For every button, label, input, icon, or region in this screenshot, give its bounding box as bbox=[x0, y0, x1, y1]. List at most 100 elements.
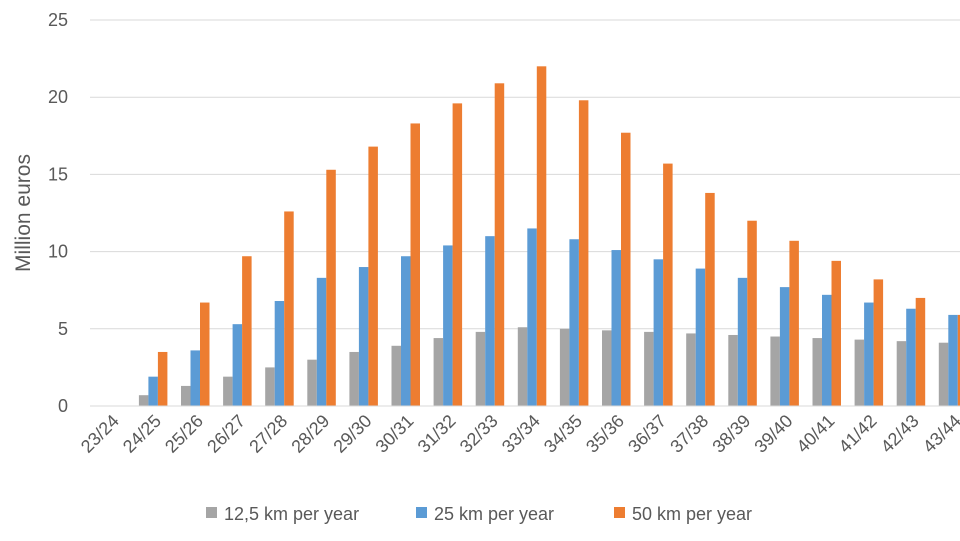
gridlines bbox=[90, 19, 960, 330]
legend-swatch bbox=[206, 507, 217, 518]
y-tick-label: 20 bbox=[48, 87, 68, 107]
bar-series-2 bbox=[695, 268, 706, 406]
y-axis-tick-labels: 0 5 10 15 20 25 bbox=[48, 10, 68, 416]
bar-series-1 bbox=[223, 376, 233, 406]
bar-series-2 bbox=[948, 314, 958, 406]
bar-series-3 bbox=[368, 146, 378, 406]
bar-series-3 bbox=[705, 192, 715, 406]
x-tick-label: 36/37 bbox=[624, 411, 670, 457]
x-tick-label: 35/36 bbox=[582, 411, 628, 457]
x-axis-tick-labels: 23/2424/2525/2626/2727/2828/2929/3030/31… bbox=[77, 411, 960, 457]
bar-series-3 bbox=[663, 163, 673, 406]
bar-series-3 bbox=[578, 100, 589, 407]
x-tick-label: 41/42 bbox=[835, 411, 881, 457]
y-axis-title: Million euros bbox=[12, 154, 35, 272]
bar-series-1 bbox=[559, 328, 570, 406]
bar-series-2 bbox=[611, 250, 621, 406]
bar-series-1 bbox=[433, 338, 444, 406]
bar-series-1 bbox=[602, 330, 612, 406]
bar-series-2 bbox=[527, 228, 537, 406]
bar-series-3 bbox=[831, 260, 841, 406]
x-tick-label: 28/29 bbox=[287, 411, 333, 457]
x-tick-label: 32/33 bbox=[456, 411, 502, 457]
x-tick-label: 30/31 bbox=[372, 411, 418, 457]
bar-series-2 bbox=[737, 277, 748, 406]
bar-series-1 bbox=[307, 359, 317, 406]
bar-series-2 bbox=[822, 294, 832, 406]
bar-series-3 bbox=[242, 256, 252, 406]
legend-label: 12,5 km per year bbox=[224, 504, 359, 524]
x-tick-label: 27/28 bbox=[245, 411, 291, 457]
bar-series-1 bbox=[896, 341, 907, 406]
y-tick-label: 25 bbox=[48, 10, 68, 30]
bar-series-1 bbox=[349, 351, 359, 406]
bar-series-2 bbox=[358, 267, 369, 406]
x-tick-label: 31/32 bbox=[414, 411, 460, 457]
bar-series-3 bbox=[200, 302, 210, 406]
bar-series-1 bbox=[686, 333, 696, 406]
bar-series-2 bbox=[779, 287, 790, 406]
y-tick-label: 5 bbox=[58, 319, 68, 339]
legend-label: 50 km per year bbox=[632, 504, 752, 524]
bar-series-2 bbox=[190, 350, 200, 406]
bar-series-2 bbox=[232, 324, 243, 406]
bar-series-3 bbox=[915, 297, 926, 406]
bar-series-3 bbox=[326, 169, 336, 406]
bar-series-2 bbox=[274, 301, 285, 406]
bar-series-2 bbox=[148, 376, 158, 406]
legend-swatch bbox=[614, 507, 625, 518]
x-tick-label: 24/25 bbox=[119, 411, 165, 457]
bar-series-2 bbox=[864, 302, 874, 406]
bar-series-3 bbox=[957, 314, 960, 406]
bar-series-1 bbox=[265, 367, 275, 406]
bar-series-2 bbox=[485, 236, 495, 406]
bars bbox=[138, 66, 960, 407]
bar-series-2 bbox=[443, 245, 453, 406]
bar-series-1 bbox=[644, 331, 654, 406]
x-tick-label: 26/27 bbox=[203, 411, 249, 457]
bar-series-3 bbox=[621, 132, 631, 406]
bar-series-1 bbox=[391, 345, 401, 406]
bar-series-1 bbox=[475, 331, 486, 406]
y-tick-label: 15 bbox=[48, 164, 68, 184]
bar-series-2 bbox=[569, 239, 579, 406]
y-tick-label: 10 bbox=[48, 242, 68, 262]
bar-series-3 bbox=[284, 211, 294, 406]
bar-series-3 bbox=[789, 240, 799, 406]
y-tick-label: 0 bbox=[58, 396, 68, 416]
bar-series-1 bbox=[517, 327, 528, 406]
x-tick-label: 40/41 bbox=[793, 411, 839, 457]
x-tick-label: 23/24 bbox=[77, 411, 123, 457]
bar-series-3 bbox=[536, 66, 547, 406]
legend-swatch bbox=[416, 507, 427, 518]
bar-series-2 bbox=[401, 256, 411, 406]
bar-series-3 bbox=[410, 123, 420, 406]
x-tick-label: 38/39 bbox=[708, 411, 754, 457]
bar-series-1 bbox=[770, 336, 780, 406]
bar-series-2 bbox=[653, 259, 664, 406]
bar-series-2 bbox=[316, 277, 327, 406]
x-tick-label: 34/35 bbox=[540, 411, 586, 457]
bar-series-3 bbox=[452, 103, 463, 406]
bar-series-2 bbox=[906, 308, 916, 406]
x-tick-label: 29/30 bbox=[329, 411, 375, 457]
bar-series-3 bbox=[494, 83, 505, 406]
x-tick-label: 42/43 bbox=[877, 411, 923, 457]
x-tick-label: 43/44 bbox=[919, 411, 960, 457]
bar-series-3 bbox=[157, 351, 168, 406]
x-tick-label: 39/40 bbox=[750, 411, 796, 457]
bar-series-1 bbox=[854, 339, 865, 406]
x-tick-label: 25/26 bbox=[161, 411, 207, 457]
x-tick-label: 33/34 bbox=[498, 411, 544, 457]
x-tick-label: 37/38 bbox=[666, 411, 712, 457]
bar-series-1 bbox=[138, 395, 149, 406]
bar-series-1 bbox=[812, 338, 822, 406]
legend: 12,5 km per year 25 km per year 50 km per … bbox=[206, 504, 752, 524]
bar-series-1 bbox=[728, 334, 738, 406]
bar-series-1 bbox=[938, 342, 949, 406]
bar-series-1 bbox=[181, 385, 191, 406]
bar-series-3 bbox=[747, 220, 757, 406]
bar-series-3 bbox=[873, 279, 884, 406]
